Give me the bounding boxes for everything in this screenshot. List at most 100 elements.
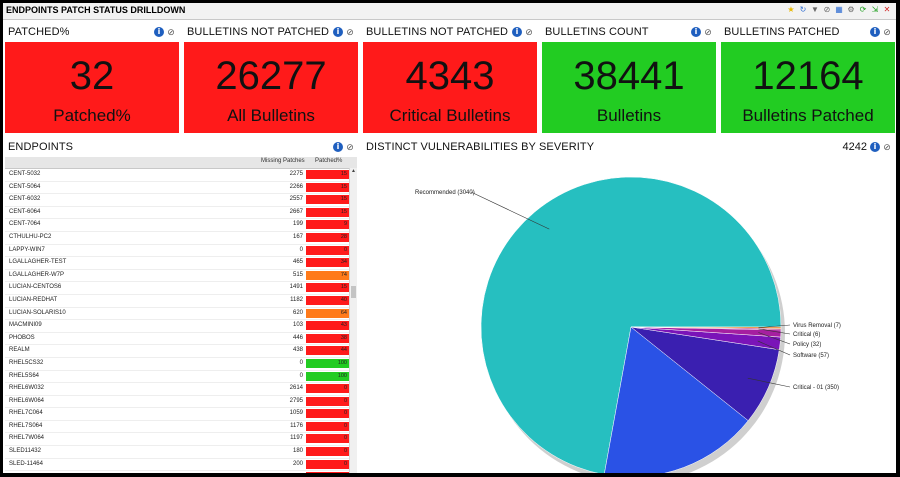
missing-patches-value: 2667	[289, 208, 303, 215]
patched-percent-value: 74	[340, 271, 347, 278]
table-row[interactable]: LAPPY-WIN7 0 0	[5, 245, 357, 258]
severity-pie-chart[interactable]: Recommended (3040) Critical - 01 (350) Sof…	[363, 157, 895, 473]
table-row[interactable]: LUCIAN-SOLARIS10 620 64	[5, 308, 357, 321]
settings-icon[interactable]: ⚙	[847, 5, 855, 14]
info-icon[interactable]: i	[333, 27, 343, 37]
kpi-tile[interactable]: 38441 Bulletins	[542, 42, 716, 133]
missing-patches-value: 2557	[289, 196, 303, 203]
favorite-star-icon[interactable]: ★	[787, 5, 795, 14]
table-row[interactable]: SLED-11464 200 0	[5, 459, 357, 472]
patched-percent-bar: 28	[306, 232, 349, 242]
table-row[interactable]: RHEL7W064 1197 0	[5, 433, 357, 447]
reload-icon[interactable]: ⟳	[859, 5, 867, 14]
endpoint-name: CTHULHU-PC2	[9, 233, 52, 240]
attach-icon[interactable]: ⊘	[883, 27, 891, 37]
patched-percent-value: 15	[340, 183, 347, 190]
kpi-label: All Bulletins	[227, 106, 315, 125]
pie-leader-line	[757, 340, 791, 356]
kpi-label: Bulletins Patched	[742, 106, 874, 125]
kpi-panel-patched-percent[interactable]: PATCHED% i ⊘ 32 Patched%	[5, 23, 179, 133]
endpoint-name: LGALLAGHER-W7P	[9, 271, 65, 278]
pie-leader-line	[758, 324, 791, 328]
table-row[interactable]: RHEL6W064 2795 0	[5, 396, 357, 409]
info-icon[interactable]: i	[154, 27, 164, 37]
endpoint-name: LGALLAGHER-TEST	[9, 259, 67, 266]
kpi-panel-critical-bulletins[interactable]: BULLETINS NOT PATCHED i ⊘ 4343 Critical B…	[363, 23, 537, 133]
pie-slice-label: Critical (6)	[793, 332, 820, 338]
attach-icon[interactable]: ⊘	[346, 27, 354, 37]
patched-percent-value: 28	[340, 233, 347, 240]
table-row[interactable]: CENT-5064 2266 15	[5, 182, 357, 195]
info-icon[interactable]: i	[333, 142, 343, 152]
table-row[interactable]: MACMINI09 103 43	[5, 320, 357, 333]
missing-patches-value: 2614	[289, 385, 303, 392]
missing-patches-value: 0	[299, 246, 303, 253]
refresh-icon[interactable]: ↻	[799, 5, 807, 14]
patched-percent-bar: 15	[306, 170, 349, 179]
table-row[interactable]: LGALLAGHER-W7P 515 74	[5, 270, 357, 283]
table-row[interactable]: SLED11432 180 0	[5, 446, 357, 459]
kpi-panel-bulletins-patched[interactable]: BULLETINS PATCHED i ⊘ 12164 Bulletins Pat…	[721, 23, 895, 133]
table-scrollbar[interactable]: ▲	[349, 168, 357, 473]
endpoints-table: Missing Patches Patched% CENT-5032 2275 15…	[5, 157, 357, 473]
info-icon[interactable]: i	[691, 27, 701, 37]
kpi-panel-bulletins-count[interactable]: BULLETINS COUNT i ⊘ 38441 Bulletins	[542, 23, 716, 133]
info-icon[interactable]: i	[512, 27, 522, 37]
pie-slice[interactable]	[480, 176, 782, 473]
export-icon[interactable]: ⇲	[871, 5, 879, 14]
filter-icon[interactable]: ▼	[811, 5, 819, 14]
pie-slice[interactable]	[604, 326, 749, 473]
kpi-tile[interactable]: 26277 All Bulletins	[184, 42, 358, 133]
endpoint-name: CENT-7064	[9, 221, 41, 228]
table-row[interactable]: LGALLAGHER-TEST 465 34	[5, 257, 357, 270]
table-row[interactable]: CENT-7064 199 9	[5, 219, 357, 232]
patched-percent-value: 100	[337, 359, 347, 366]
patched-percent-bar: 15	[306, 207, 349, 217]
kpi-tile[interactable]: 4343 Critical Bulletins	[363, 42, 537, 133]
kpi-value: 4343	[405, 54, 495, 98]
kpi-tile[interactable]: 32 Patched%	[5, 42, 179, 133]
pie-slice[interactable]	[630, 326, 782, 329]
vulnerabilities-title: DISTINCT VULNERABILITIES BY SEVERITY	[366, 141, 595, 153]
kpi-panel-all-bulletins[interactable]: BULLETINS NOT PATCHED i ⊘ 26277 All Bulle…	[184, 23, 358, 133]
patched-percent-value: 0	[343, 410, 347, 417]
info-icon[interactable]: i	[870, 27, 880, 37]
missing-patches-value: 2266	[289, 183, 303, 190]
table-row[interactable]: LUCIAN-REDHAT 1182 40	[5, 295, 357, 308]
table-row[interactable]: CENT-6032 2557 15	[5, 194, 357, 207]
attach-icon[interactable]: ⊘	[525, 27, 533, 37]
table-row[interactable]: REALM 438 44	[5, 345, 357, 358]
table-row[interactable]: RHEL7S064 1176 0	[5, 421, 357, 434]
table-row[interactable]: PHOBOS 446 38	[5, 333, 357, 346]
table-row[interactable]: SLES-114322830	[5, 471, 357, 473]
table-row[interactable]: RHEL7C064 1059 0	[5, 408, 357, 421]
table-row[interactable]: RHEL6W032 2614 0	[5, 383, 357, 396]
table-row[interactable]: LUCIAN-CENTOS6 1491 15	[5, 282, 357, 295]
patched-percent-bar: 0	[306, 447, 349, 457]
scroll-up-icon[interactable]: ▲	[351, 168, 356, 174]
attach-icon[interactable]: ⊘	[167, 27, 175, 37]
missing-patches-value: 1059	[289, 410, 303, 417]
attach-icon[interactable]: ⊘	[346, 142, 354, 152]
scrollbar-thumb[interactable]	[351, 286, 356, 298]
table-row[interactable]: RHEL5S64 0 100	[5, 371, 357, 384]
attach-icon[interactable]: ⊘	[823, 5, 831, 14]
column-header-patched-percent[interactable]: Patched%	[315, 158, 343, 164]
kpi-tile[interactable]: 12164 Bulletins Patched	[721, 42, 895, 133]
info-icon[interactable]: i	[870, 142, 880, 152]
kpi-label: Critical Bulletins	[389, 106, 511, 125]
table-row[interactable]: CENT-5032 2275 15	[5, 169, 357, 182]
column-header-missing-patches[interactable]: Missing Patches	[261, 158, 305, 164]
patched-percent-value: 0	[343, 435, 347, 442]
attach-icon[interactable]: ⊘	[704, 27, 712, 37]
patched-percent-bar: 44	[306, 346, 349, 356]
attach-icon[interactable]: ⊘	[883, 142, 891, 152]
table-row[interactable]: RHEL5CS32 0 100	[5, 358, 357, 371]
table-row[interactable]: CTHULHU-PC2 167 28	[5, 232, 357, 245]
table-row[interactable]: CENT-6064 2667 15	[5, 207, 357, 220]
patched-percent-value: 15	[340, 208, 347, 215]
endpoint-name: LAPPY-WIN7	[9, 246, 45, 253]
close-icon[interactable]: ✕	[883, 5, 891, 14]
grid-icon[interactable]: ▦	[835, 5, 843, 14]
missing-patches-value: 2795	[289, 397, 303, 404]
